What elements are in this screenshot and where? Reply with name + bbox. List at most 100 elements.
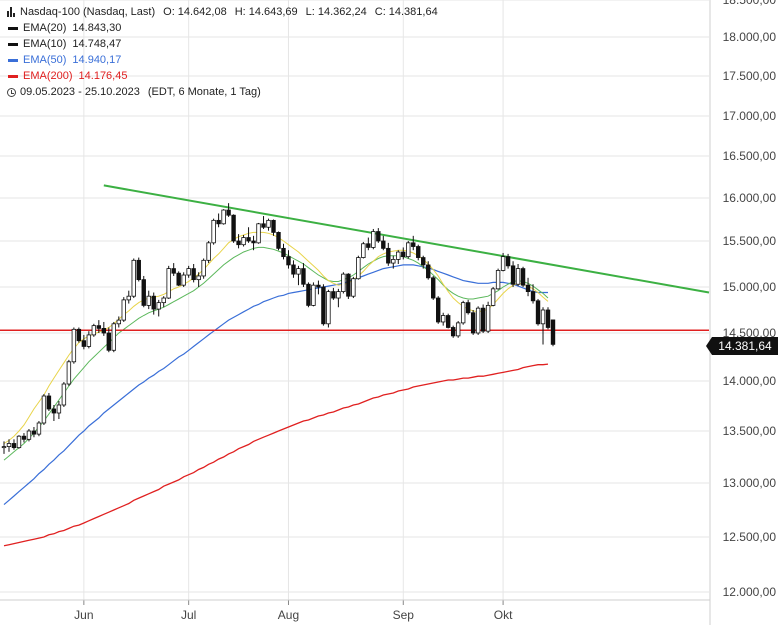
candle-body [505,256,511,267]
candle-body [56,404,62,414]
candle-body [186,268,191,276]
candle-body [101,327,107,334]
candle-body [116,319,121,325]
candle-body [296,268,301,275]
candle-body [91,325,97,336]
candle-body [391,258,396,264]
ema20-line [3,246,549,461]
candle-body [411,242,416,247]
x-tick-label: Jul [181,608,196,622]
ema10-value: 14.748,47 [72,38,122,50]
candle-body [545,309,551,328]
candle-body [540,309,546,325]
candle-body [126,295,131,301]
candle-body [485,304,491,332]
high-label: H: [234,6,246,18]
candle-body [525,284,531,293]
y-tick-label: 13.000,00 [723,476,777,490]
candle-body [191,268,196,281]
candle-body [26,430,32,440]
candle-body [211,219,216,244]
candle-body [535,300,541,325]
candle-body [6,443,12,448]
ema20-value: 14.843,30 [72,22,122,34]
candle-body [396,251,401,260]
candle-body [351,278,356,297]
x-tick-label: Sep [393,608,415,622]
high-value: 14.643,69 [248,6,298,18]
candle-body [475,307,481,334]
ema50-line [3,264,548,506]
candle-body [436,297,441,323]
candle-body [66,361,72,385]
candle-body [460,302,466,324]
candle-body [201,259,206,277]
range-detail: (EDT, 6 Monate, 1 Tag) [147,86,261,98]
candle-body [251,240,256,244]
ema200-swatch [8,74,18,78]
candle-body [341,273,346,292]
candle-body [76,328,82,342]
legend-ohlc-row: Nasdaq-100 (Nasdaq, Last) O: 14.642,08 H:… [6,4,438,20]
low-label: L: [305,6,315,18]
candle-body [216,219,221,225]
candle-body [421,257,426,266]
candle-body [246,237,251,242]
y-tick-label: 13.500,00 [723,424,777,438]
candle-body [520,268,526,286]
candle-body [276,231,281,249]
ema200-line [3,363,549,547]
candle-body [206,242,211,261]
candle-body [450,327,456,337]
y-tick-label: 15.000,00 [723,280,777,294]
ema50-value: 14.940,17 [72,54,122,66]
low-value: 14.362,24 [317,6,367,18]
last-price-tag: 14.381,64 [706,337,778,355]
candle-body [31,430,37,435]
candle-body [136,259,141,281]
ema20-swatch [8,26,18,30]
y-tick-label: 16.000,00 [723,191,777,205]
candle-body [455,322,461,337]
candle-body [71,328,77,363]
candle-body [61,383,67,406]
candle-body [495,270,501,290]
candle-body [371,231,376,248]
candle-body [406,242,411,258]
candle-body [306,283,311,306]
y-tick-label: 14.500,00 [723,326,777,340]
candle-body [161,297,166,304]
legend-ema50[interactable]: EMA(50) 14.940,17 [6,52,438,68]
legend-ema200[interactable]: EMA(200) 14.176,45 [6,68,438,84]
candle-body [141,279,146,306]
y-tick-label: 12.000,00 [723,585,777,599]
candle-body [36,422,42,435]
candle-body [121,299,126,321]
legend-ema10[interactable]: EMA(10) 14.748,47 [6,36,438,52]
candle-body [416,246,421,258]
candle-body [96,325,102,329]
candle-body [386,247,391,264]
candle-body [346,273,351,297]
candle-body [510,265,516,285]
x-tick-label: Okt [494,608,513,622]
candle-body [231,214,236,242]
x-tick-label: Jun [74,608,93,622]
candle-body [490,288,496,306]
candle-body [515,268,521,285]
ema10-label: EMA(10) [23,38,67,50]
candle-body [236,240,241,246]
candle-body [301,268,306,285]
x-tick-label: Aug [278,608,299,622]
instrument-title: Nasdaq-100 (Nasdaq, Last) [20,6,156,18]
ema20-label: EMA(20) [23,22,67,34]
candle-body [146,295,151,306]
candle-body [361,243,366,258]
candle-body [336,291,341,299]
candle-body [46,395,52,410]
chart-legend: Nasdaq-100 (Nasdaq, Last) O: 14.642,08 H:… [6,4,438,100]
legend-ema20[interactable]: EMA(20) 14.843,30 [6,20,438,36]
candle-body [181,274,186,286]
candle-body [226,209,231,216]
